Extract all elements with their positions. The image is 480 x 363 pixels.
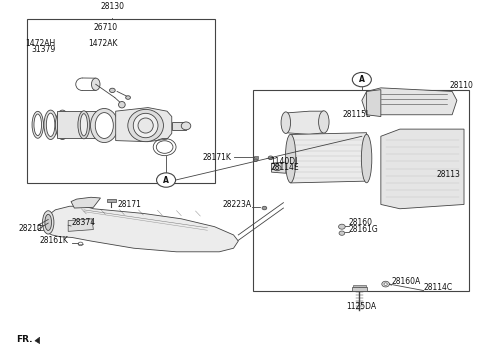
Ellipse shape bbox=[268, 156, 273, 160]
Ellipse shape bbox=[274, 165, 281, 171]
Ellipse shape bbox=[119, 102, 125, 108]
Ellipse shape bbox=[92, 78, 100, 90]
Polygon shape bbox=[35, 337, 40, 344]
Polygon shape bbox=[290, 133, 367, 183]
Ellipse shape bbox=[55, 110, 70, 139]
Text: 1472AK: 1472AK bbox=[89, 40, 118, 48]
Polygon shape bbox=[71, 197, 100, 208]
Text: FR.: FR. bbox=[16, 335, 33, 344]
Text: 28114C: 28114C bbox=[424, 283, 453, 292]
Ellipse shape bbox=[45, 214, 51, 231]
Text: 28161G: 28161G bbox=[348, 225, 378, 234]
Ellipse shape bbox=[128, 109, 164, 142]
Polygon shape bbox=[68, 219, 93, 231]
Text: 28114E: 28114E bbox=[271, 163, 299, 172]
Circle shape bbox=[352, 73, 372, 87]
Polygon shape bbox=[172, 122, 186, 130]
Text: 28115L: 28115L bbox=[343, 110, 371, 119]
Polygon shape bbox=[272, 162, 286, 173]
Text: 28160: 28160 bbox=[348, 219, 372, 227]
Ellipse shape bbox=[181, 122, 191, 130]
Text: 28160A: 28160A bbox=[391, 277, 420, 286]
Polygon shape bbox=[362, 88, 457, 115]
Ellipse shape bbox=[281, 112, 290, 134]
Bar bbox=[353, 285, 366, 287]
Text: 28171K: 28171K bbox=[202, 153, 231, 162]
Ellipse shape bbox=[43, 211, 54, 234]
Polygon shape bbox=[116, 107, 172, 142]
Ellipse shape bbox=[133, 113, 158, 138]
Text: 28113: 28113 bbox=[437, 170, 461, 179]
Polygon shape bbox=[367, 90, 381, 117]
Ellipse shape bbox=[382, 281, 389, 287]
Text: 26710: 26710 bbox=[93, 23, 117, 32]
Ellipse shape bbox=[361, 134, 372, 183]
Text: 28110: 28110 bbox=[450, 81, 474, 90]
Text: 1125DA: 1125DA bbox=[346, 302, 376, 311]
Text: A: A bbox=[163, 176, 169, 184]
Ellipse shape bbox=[254, 159, 258, 162]
Polygon shape bbox=[286, 111, 324, 135]
Ellipse shape bbox=[384, 283, 387, 285]
Text: 28223A: 28223A bbox=[222, 200, 252, 209]
Circle shape bbox=[156, 173, 176, 187]
Text: 28171: 28171 bbox=[117, 200, 141, 209]
Bar bbox=[27, 19, 215, 183]
Polygon shape bbox=[254, 156, 258, 159]
Text: 1140DJ: 1140DJ bbox=[271, 157, 298, 166]
Polygon shape bbox=[57, 111, 96, 138]
Ellipse shape bbox=[262, 206, 267, 210]
Ellipse shape bbox=[338, 224, 345, 229]
Text: A: A bbox=[359, 75, 365, 84]
Ellipse shape bbox=[80, 114, 87, 136]
Ellipse shape bbox=[319, 111, 329, 133]
Ellipse shape bbox=[285, 134, 296, 183]
Ellipse shape bbox=[339, 231, 345, 235]
Polygon shape bbox=[46, 206, 238, 252]
Text: 28374: 28374 bbox=[71, 218, 95, 227]
Bar bbox=[352, 287, 367, 290]
Polygon shape bbox=[381, 129, 464, 209]
Bar bbox=[252, 90, 469, 290]
Bar bbox=[107, 199, 116, 201]
Ellipse shape bbox=[95, 113, 113, 138]
Ellipse shape bbox=[91, 109, 118, 143]
Text: 31379: 31379 bbox=[31, 45, 55, 54]
Text: 28210: 28210 bbox=[19, 224, 43, 233]
Text: 28130: 28130 bbox=[100, 3, 124, 12]
Ellipse shape bbox=[46, 113, 55, 136]
Ellipse shape bbox=[138, 118, 153, 133]
Text: 1472AH: 1472AH bbox=[25, 40, 55, 48]
Ellipse shape bbox=[32, 111, 44, 138]
Ellipse shape bbox=[44, 110, 57, 139]
Ellipse shape bbox=[126, 96, 131, 99]
Ellipse shape bbox=[109, 88, 115, 93]
Ellipse shape bbox=[58, 113, 67, 137]
Ellipse shape bbox=[78, 111, 90, 139]
Ellipse shape bbox=[34, 114, 42, 135]
Text: 28161K: 28161K bbox=[40, 236, 69, 245]
